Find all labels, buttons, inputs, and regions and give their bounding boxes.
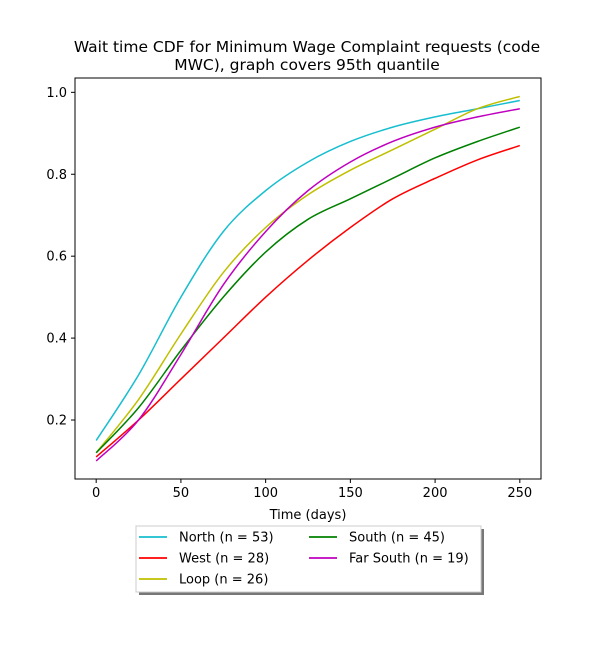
legend-label: Loop (n = 26) [179, 573, 268, 588]
series-line-0 [95, 99, 520, 441]
legend-box [135, 525, 482, 593]
y-tick-label: 0.4 [46, 332, 67, 347]
y-tick-label: 0.6 [46, 250, 67, 265]
legend-label: South (n = 45) [349, 531, 445, 546]
x-tick-label: 150 [338, 486, 363, 501]
series-line-4 [95, 107, 520, 462]
chart-title-line1: Wait time CDF for Minimum Wage Complaint… [74, 38, 540, 56]
y-tick-label: 0.8 [46, 168, 67, 183]
plot-lines [95, 95, 521, 462]
x-axis-ticks: 0 50 100 150 200 250 [92, 479, 532, 501]
series-line-3 [95, 126, 521, 454]
y-axis-ticks: 0.2 0.4 0.6 0.8 1.0 [46, 86, 75, 429]
x-tick-label: 200 [423, 486, 448, 501]
x-tick-label: 100 [253, 486, 278, 501]
legend-label: Far South (n = 19) [349, 552, 469, 567]
legend: North (n = 53) West (n = 28) Loop (n = 26)… [135, 525, 484, 595]
x-tick-label: 50 [173, 486, 190, 501]
x-axis-label: Time (days) [269, 508, 347, 523]
x-tick-label: 250 [507, 486, 532, 501]
series-line-1 [95, 144, 521, 458]
y-tick-label: 1.0 [46, 86, 67, 101]
x-tick-label: 0 [92, 486, 100, 501]
legend-label: West (n = 28) [179, 552, 269, 567]
chart-title-line2: MWC), graph covers 95th quantile [174, 56, 440, 74]
plot-frame [74, 77, 542, 480]
y-tick-label: 0.2 [46, 414, 67, 429]
legend-label: North (n = 53) [179, 531, 274, 546]
